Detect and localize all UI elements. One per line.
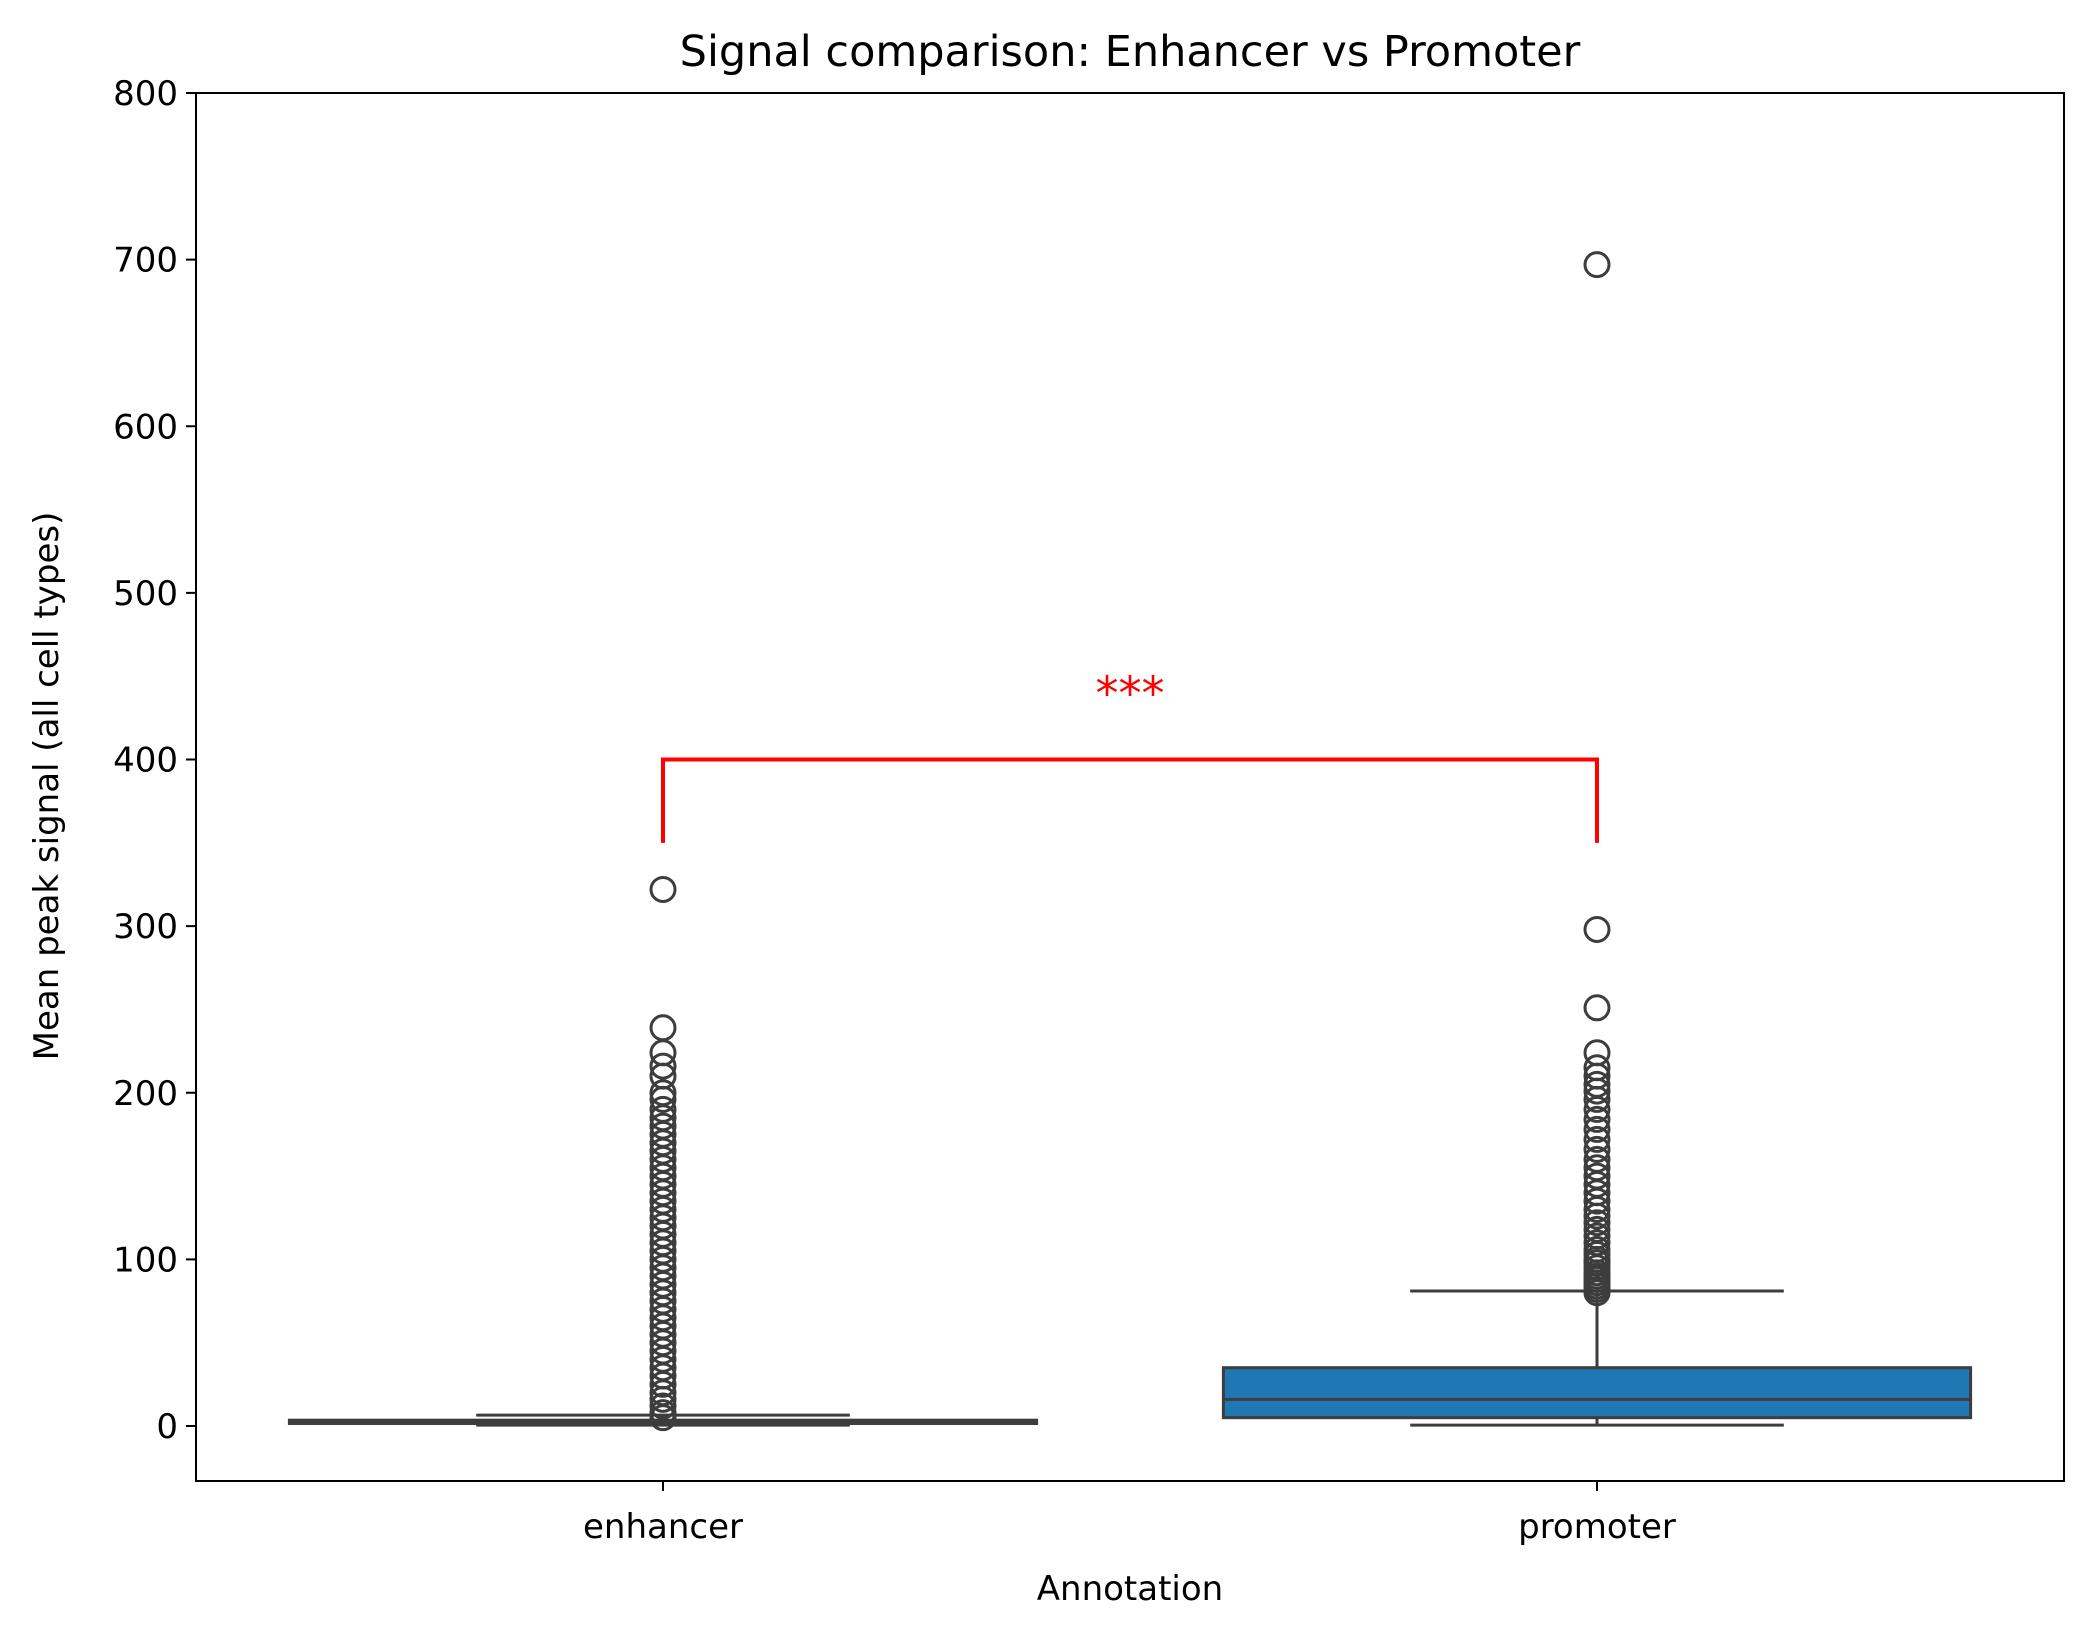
promoter-outlier-point [1583, 1235, 1611, 1263]
plot-frame [195, 92, 2065, 1482]
promoter-outlier-point [1583, 1154, 1611, 1182]
enhancer-outlier-point [649, 1399, 677, 1427]
enhancer-outlier-point [649, 1112, 677, 1140]
y-axis-title: Mean peak signal (all cell types) [27, 512, 67, 1061]
promoter-outlier-point [1583, 1215, 1611, 1243]
promoter-outlier-point [1583, 1145, 1611, 1173]
promoter-outlier-point [1583, 1125, 1611, 1153]
promoter-iqr-box [1221, 1366, 1973, 1420]
promoter-outlier-point [1583, 1115, 1611, 1143]
promoter-outlier-point [1583, 1054, 1611, 1082]
promoter-outlier-point [1583, 1209, 1611, 1237]
y-tick-label: 200 [113, 1074, 178, 1114]
promoter-outlier-point [1583, 1135, 1611, 1163]
y-tick-label: 300 [113, 907, 178, 947]
enhancer-outlier-point [649, 1095, 677, 1123]
plot-area: *** 0 100 200 300 400 500 600 700 800 enhancer prom… [113, 74, 2065, 1547]
y-tick-label: 600 [113, 407, 178, 447]
x-axis-title: Annotation [1037, 1569, 1223, 1609]
promoter-outlier-point [1583, 915, 1611, 943]
significance-bracket [661, 757, 1599, 843]
promoter-outlier-point [1583, 994, 1611, 1022]
promoter-outlier-point [1583, 1105, 1611, 1133]
promoter-outlier-point [1583, 1222, 1611, 1250]
enhancer-outlier-point [649, 1052, 677, 1080]
promoter-outlier-point [1583, 1162, 1611, 1190]
promoter-outlier-point [1583, 1229, 1611, 1257]
y-tick-label: 500 [113, 574, 178, 614]
promoter-outlier-point [1583, 251, 1611, 279]
y-tick-label: 800 [113, 74, 178, 114]
promoter-outlier-point [1583, 1039, 1611, 1067]
chart-title: Signal comparison: Enhancer vs Promoter [680, 27, 1581, 77]
enhancer-outlier-point [649, 1392, 677, 1420]
x-tick-label: enhancer [583, 1507, 743, 1547]
enhancer-outlier-point [649, 1079, 677, 1107]
significance-label: *** [1096, 667, 1165, 721]
enhancer-outlier-point [649, 875, 677, 903]
y-tick-label: 100 [113, 1240, 178, 1280]
enhancer-outlier-point [649, 1014, 677, 1042]
x-tick-label: promoter [1518, 1507, 1676, 1547]
y-tick-label: 400 [113, 741, 178, 781]
y-tick-label: 0 [156, 1407, 178, 1447]
promoter-outlier-point [1583, 1070, 1611, 1098]
y-tick-label: 700 [113, 241, 178, 281]
